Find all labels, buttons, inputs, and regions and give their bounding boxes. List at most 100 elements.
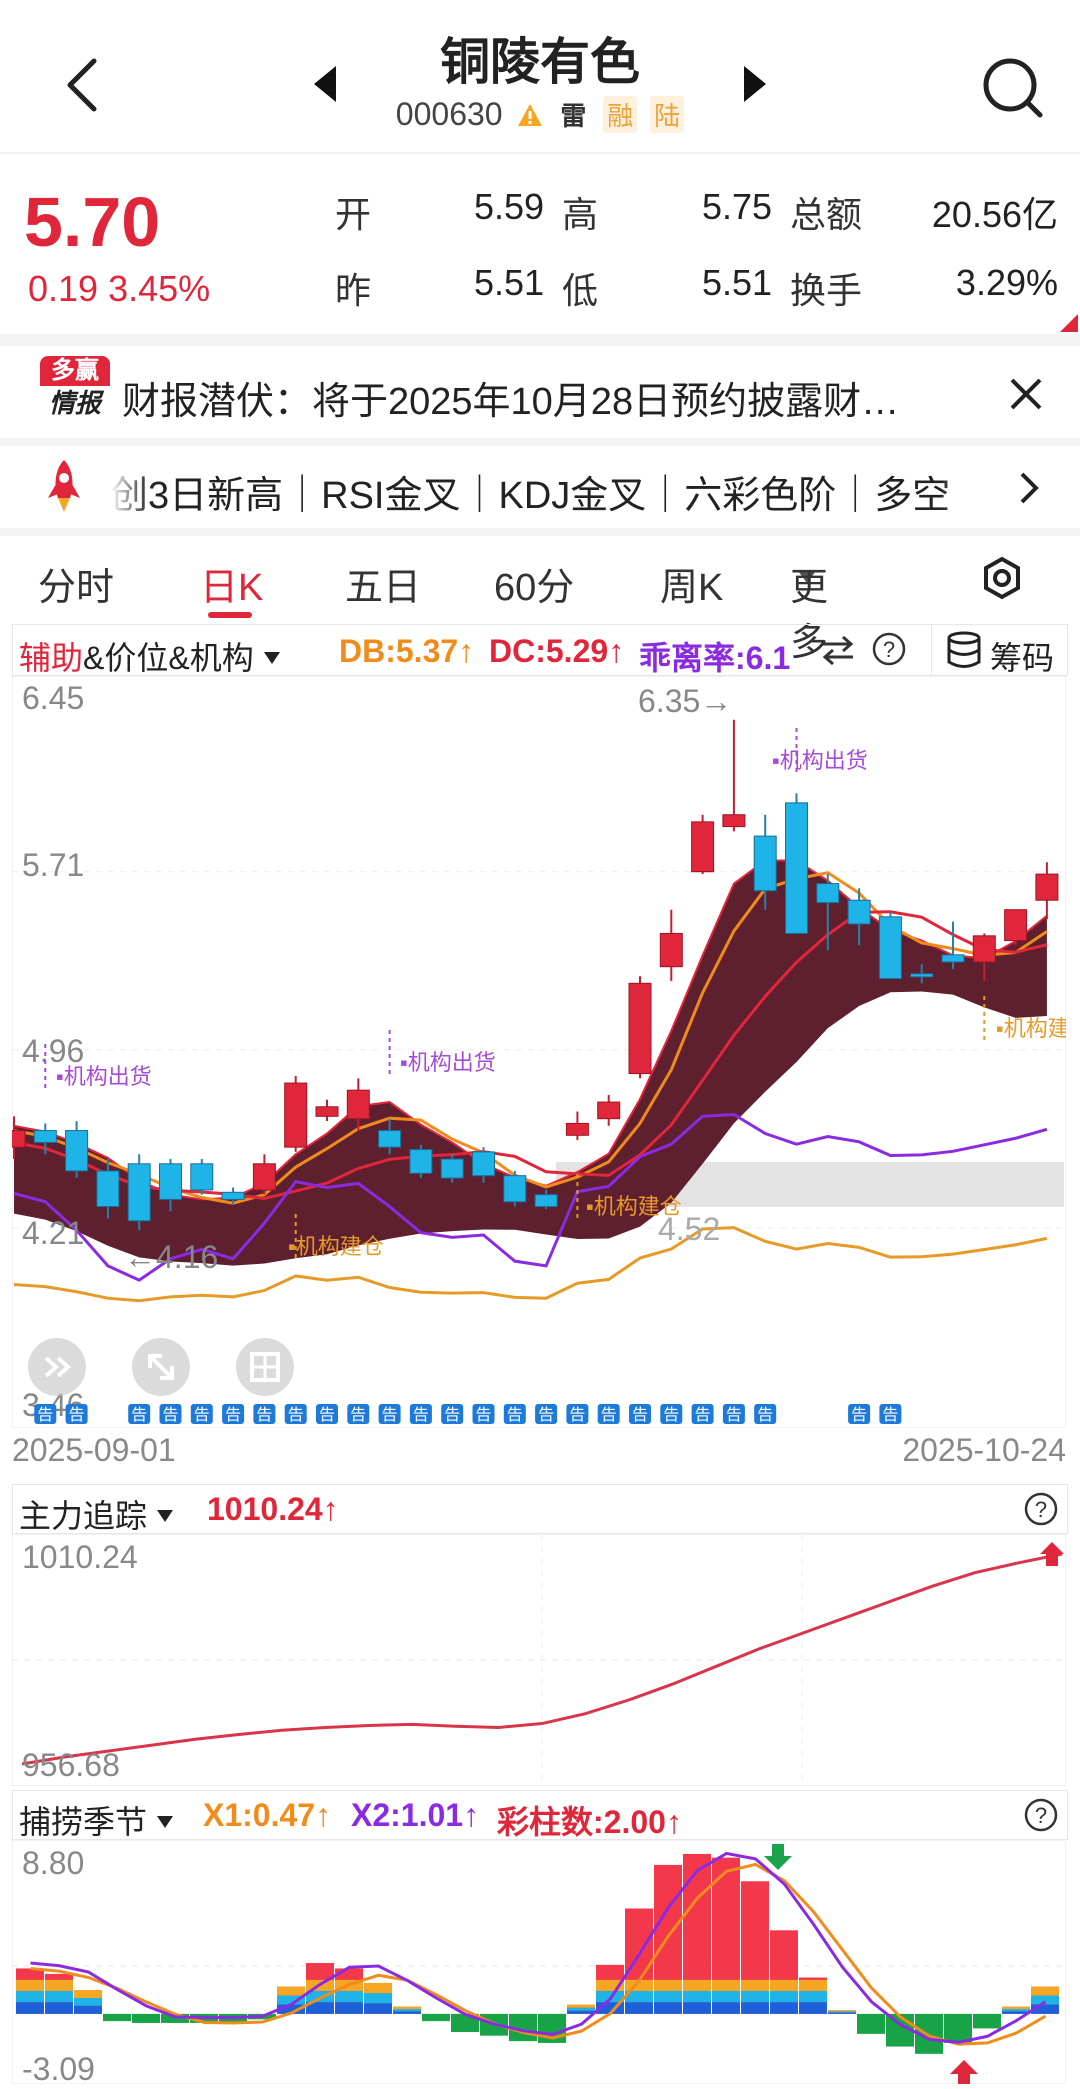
candle[interactable] <box>722 814 746 828</box>
notice-badge[interactable] <box>347 1404 370 1424</box>
close-icon <box>1010 378 1042 410</box>
notice-badge[interactable] <box>128 1404 151 1424</box>
next-stock-button[interactable] <box>740 64 770 104</box>
candle[interactable] <box>12 1130 26 1148</box>
candle[interactable] <box>33 1130 57 1143</box>
candle[interactable] <box>565 1122 589 1136</box>
candle[interactable] <box>65 1130 89 1172</box>
candle[interactable] <box>659 932 683 968</box>
tab-rik[interactable]: 日K <box>200 567 264 609</box>
notice-badge[interactable] <box>253 1404 276 1424</box>
help-icon[interactable]: ? <box>871 631 907 667</box>
candle[interactable] <box>346 1089 370 1120</box>
candle[interactable] <box>472 1151 495 1177</box>
candle[interactable] <box>503 1175 527 1203</box>
search-button[interactable] <box>980 55 1046 121</box>
collapse-tool-button[interactable] <box>28 1338 86 1396</box>
bulao-bar-band <box>393 2008 421 2012</box>
candle[interactable] <box>96 1170 120 1208</box>
switch-arrows-icon[interactable] <box>821 635 855 665</box>
bulao-bar-band <box>770 1991 798 2003</box>
bulao-bar-band <box>364 1982 392 1994</box>
notice-badge[interactable] <box>722 1404 745 1424</box>
tab-60fen[interactable]: 60分 <box>494 567 575 609</box>
help-icon[interactable]: ? <box>1023 1491 1059 1527</box>
candle[interactable] <box>816 883 840 904</box>
notice-badge[interactable] <box>754 1404 777 1424</box>
bulao-bar-band <box>335 2002 363 2014</box>
notice-badge[interactable] <box>660 1404 683 1424</box>
notice-badge[interactable] <box>597 1404 620 1424</box>
news-close-button[interactable] <box>1008 376 1044 412</box>
candle[interactable] <box>252 1163 276 1191</box>
tab-wuri[interactable]: 五日 <box>345 567 422 609</box>
bias-purple-line <box>13 1112 1048 1282</box>
bulao-chart[interactable]: 8.80 -3.09 <box>11 1839 1067 2087</box>
notice-badge[interactable] <box>159 1404 182 1424</box>
candle[interactable] <box>159 1163 182 1200</box>
kline-chart[interactable]: 6.45 5.71 4.96 4.21 3.46 6.35→ ←4.16 4.5… <box>12 676 1066 1428</box>
notice-badge[interactable] <box>566 1404 589 1424</box>
ma-red-line <box>13 910 1048 1201</box>
help-icon[interactable]: ? <box>1023 1797 1059 1833</box>
bulao-selector[interactable]: 捕捞季节 <box>19 1797 174 1843</box>
notice-badge-text: 告 <box>695 1406 711 1424</box>
candle[interactable] <box>941 954 965 963</box>
candle[interactable] <box>284 1082 308 1148</box>
tab-fenshi[interactable]: 分时 <box>38 567 115 609</box>
signals-more-button[interactable] <box>1014 468 1044 508</box>
candle[interactable] <box>127 1163 151 1222</box>
candle[interactable] <box>628 982 652 1075</box>
news-text[interactable]: 财报潜伏：将于2025年10月28日预约披露财… <box>122 381 900 423</box>
notice-badge[interactable] <box>378 1404 401 1424</box>
notice-badge[interactable] <box>503 1404 526 1424</box>
candle[interactable] <box>1035 873 1059 901</box>
turnover-value: 3.29% <box>955 262 1058 303</box>
draw-tool-button[interactable] <box>236 1338 294 1396</box>
candle[interactable] <box>409 1149 433 1174</box>
candle[interactable] <box>972 935 996 963</box>
notice-badge[interactable] <box>316 1404 338 1424</box>
candle[interactable] <box>847 899 871 925</box>
notice-badge[interactable] <box>472 1404 495 1424</box>
candle[interactable] <box>440 1158 464 1179</box>
bulao-bar-band <box>335 1991 363 2003</box>
candle[interactable] <box>378 1130 402 1148</box>
candle[interactable] <box>878 916 902 980</box>
candle[interactable] <box>190 1163 214 1191</box>
signals-strip[interactable]: 创3日新高｜RSI金叉｜KDJ金叉｜六彩色阶｜多空 <box>110 462 1000 512</box>
chart-settings-button[interactable] <box>980 556 1024 600</box>
tab-zhouk[interactable]: 周K <box>660 567 724 609</box>
back-button[interactable] <box>58 55 108 115</box>
bulao-bar-band <box>277 1995 305 2005</box>
prev-stock-button[interactable] <box>310 64 340 104</box>
chip-button[interactable]: 筹码 <box>931 625 1068 676</box>
notice-badge[interactable] <box>848 1404 871 1424</box>
expand-corner-icon[interactable] <box>1060 314 1078 332</box>
notice-badge[interactable] <box>629 1404 651 1424</box>
notice-badge[interactable] <box>409 1404 432 1424</box>
notice-badge[interactable] <box>34 1404 57 1424</box>
tab-more[interactable]: 更多 <box>790 567 829 664</box>
candle[interactable] <box>753 835 777 892</box>
fullscreen-tool-button[interactable] <box>132 1338 190 1396</box>
notice-badge[interactable] <box>691 1404 714 1424</box>
candle[interactable] <box>910 973 934 978</box>
candle[interactable] <box>315 1106 339 1117</box>
notice-badge[interactable] <box>535 1404 558 1424</box>
notice-badge[interactable] <box>222 1404 245 1424</box>
candle[interactable] <box>1004 909 1028 942</box>
candle[interactable] <box>597 1101 621 1120</box>
notice-badge[interactable] <box>441 1404 464 1424</box>
candle[interactable] <box>785 802 808 934</box>
notice-badge[interactable] <box>190 1404 213 1424</box>
notice-badge[interactable] <box>879 1404 902 1424</box>
candle[interactable] <box>221 1191 245 1200</box>
candle[interactable] <box>534 1194 558 1208</box>
zhuli-chart[interactable]: 1010.24 956.68 <box>11 1533 1067 1787</box>
notice-badge[interactable] <box>65 1404 88 1424</box>
indicator-selector[interactable]: 辅助&价位&机构 <box>19 633 281 679</box>
zhuli-selector[interactable]: 主力追踪 <box>19 1491 174 1537</box>
candle[interactable] <box>691 821 715 873</box>
notice-badge[interactable] <box>284 1404 307 1424</box>
